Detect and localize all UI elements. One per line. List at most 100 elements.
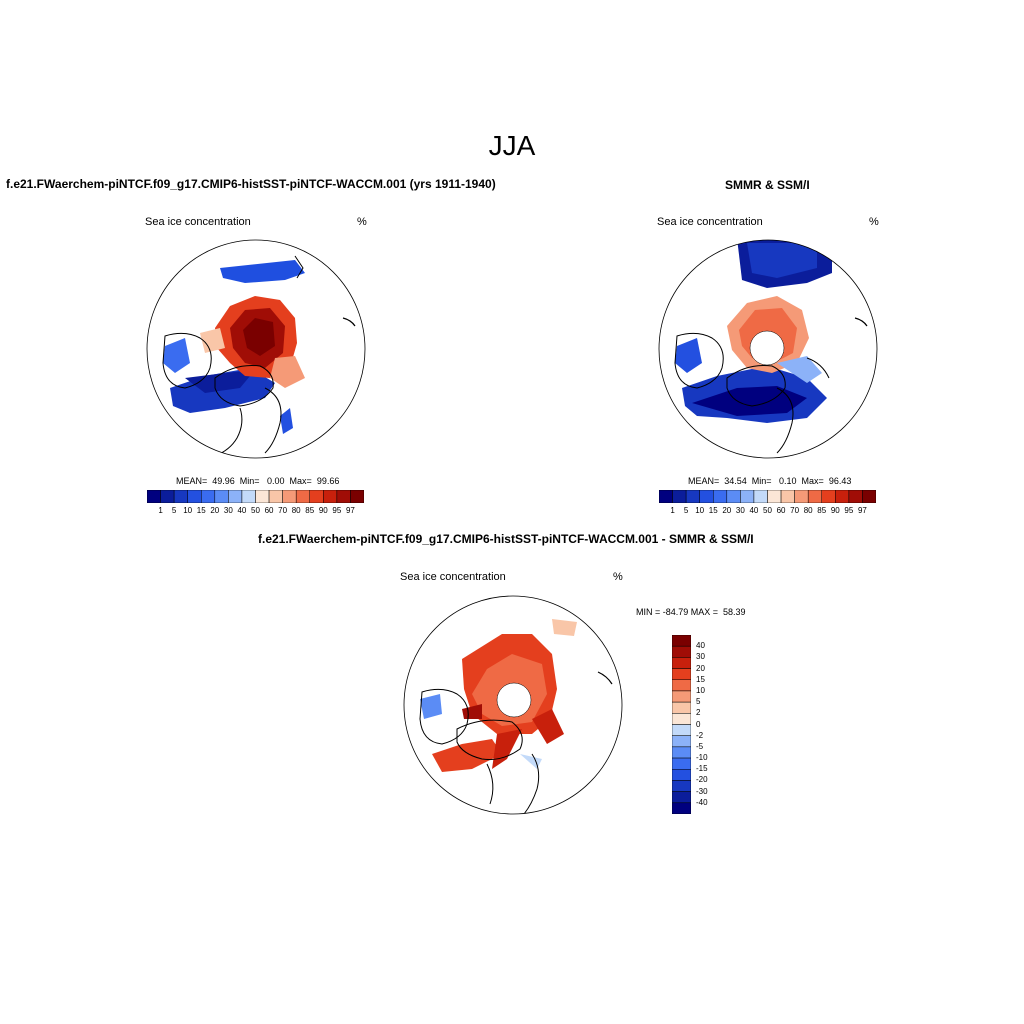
colorbar-tick-label: 90 <box>318 506 328 515</box>
colorbar-tick-label: 80 <box>291 506 301 515</box>
obs-colorbar <box>659 490 876 503</box>
page-title: JJA <box>488 130 536 161</box>
colorbar-tick-label: 15 <box>196 506 206 515</box>
colorbar-swatch <box>173 490 188 503</box>
colorbar-tick-label: 40 <box>696 641 705 651</box>
colorbar-tick-label: -30 <box>696 786 708 796</box>
colorbar-tick-label: 97 <box>345 506 355 515</box>
colorbar-swatch <box>767 490 782 503</box>
diff-unit-label: % <box>613 571 623 583</box>
colorbar-tick-label: -15 <box>696 764 708 774</box>
colorbar-tick-label: 10 <box>696 685 705 695</box>
colorbar-swatch <box>323 490 338 503</box>
model-variable-label: Sea ice concentration <box>145 216 251 228</box>
colorbar-swatch <box>740 490 755 503</box>
colorbar-tick-label: -2 <box>696 730 704 740</box>
colorbar-tick-label: 20 <box>210 506 220 515</box>
colorbar-tick-label: 20 <box>722 506 732 515</box>
colorbar-swatch <box>201 490 216 503</box>
model-panel-title: f.e21.FWaerchem-piNTCF.f09_g17.CMIP6-his… <box>6 177 496 191</box>
colorbar-tick-label: 1 <box>158 506 163 515</box>
colorbar-tick-label: 95 <box>332 506 342 515</box>
colorbar-swatch <box>835 490 850 503</box>
colorbar-swatch <box>699 490 714 503</box>
diff-variable-label: Sea ice concentration <box>400 571 506 583</box>
colorbar-tick-label: -40 <box>696 797 708 807</box>
model-polar-map <box>146 239 366 459</box>
obs-polar-map <box>658 239 878 459</box>
colorbar-tick-label: 60 <box>264 506 274 515</box>
colorbar-tick-label: 10 <box>695 506 705 515</box>
colorbar-swatch <box>309 490 324 503</box>
diff-colorbar-labels: 40 30 20 15 10 5 2 0 -2 -5 -10 -15 -20 -30 -40 <box>672 635 732 814</box>
obs-unit-label: % <box>869 216 879 228</box>
colorbar-swatch <box>726 490 741 503</box>
colorbar-tick-label: 97 <box>857 506 867 515</box>
colorbar-swatch <box>187 490 202 503</box>
colorbar-swatch <box>862 490 876 503</box>
colorbar-tick-label: -20 <box>696 775 708 785</box>
obs-variable-label: Sea ice concentration <box>657 216 763 228</box>
colorbar-tick-label: 60 <box>776 506 786 515</box>
colorbar-tick-label: 5 <box>171 506 177 515</box>
colorbar-swatch <box>282 490 297 503</box>
colorbar-swatch <box>241 490 256 503</box>
colorbar-swatch <box>268 490 283 503</box>
colorbar-swatch <box>685 490 700 503</box>
obs-colorbar-labels: 1 5 10 15 20 30 40 50 60 70 80 85 90 95 97 <box>659 506 876 518</box>
colorbar-swatch <box>350 490 364 503</box>
diff-panel-title: f.e21.FWaerchem-piNTCF.f09_g17.CMIP6-his… <box>258 532 754 546</box>
colorbar-tick-label: 40 <box>237 506 247 515</box>
obs-stats: MEAN= 34.54 Min= 0.10 Max= 96.43 <box>688 476 852 486</box>
colorbar-tick-label: 95 <box>844 506 854 515</box>
model-unit-label: % <box>357 216 367 228</box>
colorbar-swatch <box>672 802 691 814</box>
colorbar-tick-label: 50 <box>763 506 772 515</box>
colorbar-swatch <box>336 490 351 503</box>
diff-polar-map <box>403 595 623 815</box>
colorbar-tick-label: 2 <box>696 708 701 718</box>
colorbar-swatch <box>713 490 728 503</box>
colorbar-swatch <box>821 490 836 503</box>
colorbar-tick-label: 85 <box>817 506 827 515</box>
colorbar-swatch <box>255 490 270 503</box>
model-colorbar <box>147 490 364 503</box>
colorbar-tick-label: 0 <box>696 719 701 729</box>
colorbar-swatch <box>780 490 795 503</box>
colorbar-tick-label: 30 <box>223 506 233 515</box>
model-stats: MEAN= 49.96 Min= 0.00 Max= 99.66 <box>176 476 340 486</box>
colorbar-swatch <box>753 490 768 503</box>
colorbar-swatch <box>807 490 822 503</box>
colorbar-tick-label: -5 <box>696 741 704 751</box>
colorbar-tick-label: 30 <box>735 506 745 515</box>
colorbar-tick-label: 15 <box>696 674 705 684</box>
colorbar-tick-label: 80 <box>803 506 813 515</box>
model-colorbar-labels: 1 5 10 15 20 30 40 50 60 70 80 85 90 95 97 <box>147 506 364 518</box>
colorbar-swatch <box>295 490 310 503</box>
colorbar-swatch <box>848 490 863 503</box>
diff-stats: MIN = -84.79 MAX = 58.39 <box>636 607 746 617</box>
colorbar-tick-label: -10 <box>696 753 708 763</box>
colorbar-swatch <box>794 490 809 503</box>
colorbar-tick-label: 10 <box>183 506 193 515</box>
colorbar-tick-label: 70 <box>278 506 288 515</box>
colorbar-tick-label: 5 <box>683 506 689 515</box>
colorbar-tick-label: 15 <box>708 506 718 515</box>
colorbar-tick-label: 40 <box>749 506 759 515</box>
colorbar-tick-label: 90 <box>830 506 840 515</box>
colorbar-swatch <box>672 490 687 503</box>
obs-panel-title: SMMR & SSM/I <box>725 178 810 192</box>
colorbar-swatch <box>160 490 175 503</box>
colorbar-tick-label: 1 <box>670 506 675 515</box>
colorbar-tick-label: 85 <box>305 506 315 515</box>
colorbar-swatch <box>659 490 673 503</box>
diff-colorbar <box>672 635 691 814</box>
colorbar-swatch <box>228 490 243 503</box>
colorbar-swatch <box>147 490 161 503</box>
colorbar-tick-label: 20 <box>696 663 705 673</box>
colorbar-tick-label: 70 <box>790 506 800 515</box>
colorbar-swatch <box>214 490 229 503</box>
colorbar-tick-label: 50 <box>251 506 260 515</box>
colorbar-tick-label: 30 <box>696 652 705 662</box>
colorbar-tick-label: 5 <box>696 697 701 707</box>
